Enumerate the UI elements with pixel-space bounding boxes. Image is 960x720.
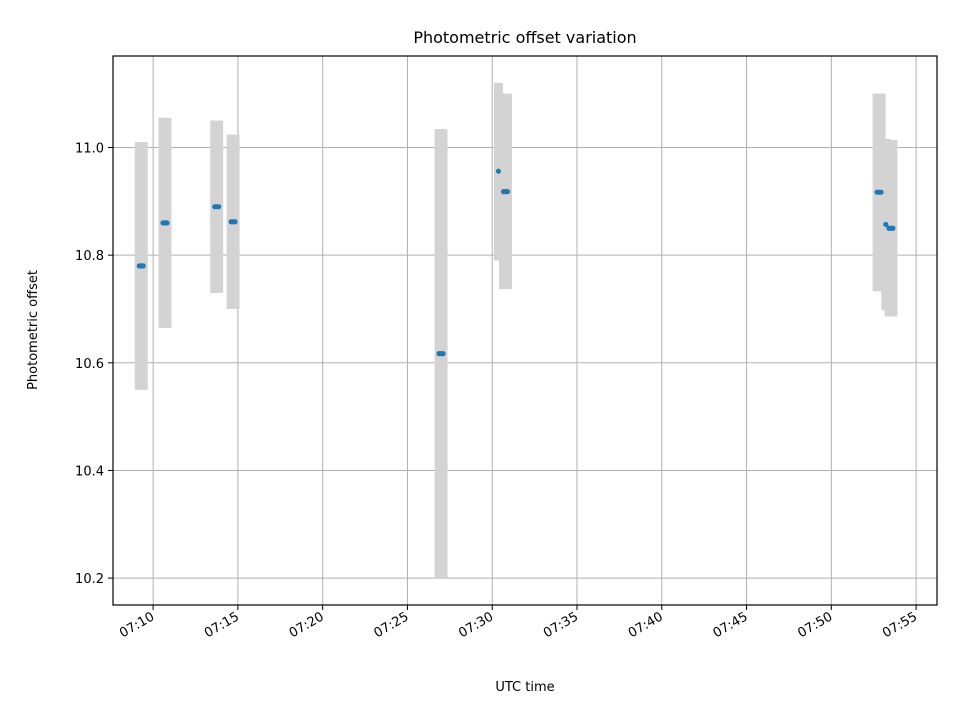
y-tick-label: 11.0 bbox=[75, 142, 104, 157]
y-axis-label: Photometric offset bbox=[26, 270, 41, 390]
data-point bbox=[495, 168, 502, 174]
y-tick-label: 10.4 bbox=[75, 464, 104, 479]
axes-frame bbox=[112, 55, 938, 606]
y-tick-label: 10.2 bbox=[75, 572, 104, 587]
y-tick-label: 10.6 bbox=[75, 357, 104, 372]
y-tick-label: 10.8 bbox=[75, 249, 104, 264]
data-point bbox=[890, 225, 896, 231]
data-point bbox=[440, 351, 446, 357]
grid-layer bbox=[113, 56, 937, 605]
data-point-layer bbox=[136, 168, 896, 357]
data-point bbox=[504, 189, 511, 195]
data-point bbox=[878, 189, 884, 195]
data-point bbox=[232, 219, 238, 225]
x-axis-label: UTC time bbox=[495, 680, 554, 695]
data-point bbox=[164, 220, 170, 226]
data-point bbox=[216, 204, 222, 210]
data-point bbox=[883, 221, 889, 228]
chart-title: Photometric offset variation bbox=[413, 28, 636, 47]
data-point bbox=[140, 263, 146, 269]
